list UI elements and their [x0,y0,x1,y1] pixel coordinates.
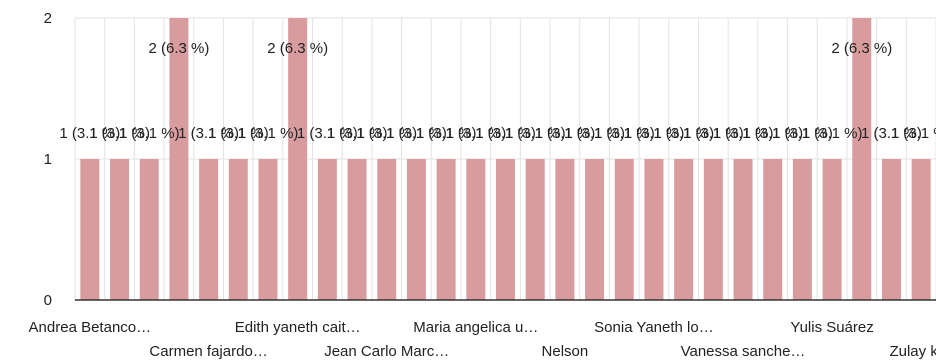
bar [258,159,278,300]
x-tick-label: Sonia Yaneth lo… [594,319,714,336]
x-tick-label: Nelson [542,343,589,360]
data-label: 2 (6.3 %) [148,40,209,57]
bar [228,159,248,300]
data-label: 2 (6.3 %) [831,40,892,57]
x-tick-label: Edith yaneth cait… [235,319,361,336]
y-tick-label: 1 [44,151,52,168]
data-label: 1 (3.1 %) [742,125,803,142]
bar [852,18,872,300]
bar [733,159,753,300]
bar [911,159,931,300]
data-label: 1 (3.1 %) [653,125,714,142]
data-label: 1 (3.1 %) [505,125,566,142]
data-label: 1 (3.1 %) [416,125,477,142]
data-label: 1 (3.1 %) [386,125,447,142]
bar [80,159,100,300]
x-tick-label: Jean Carlo Marc… [324,343,449,360]
x-axis-labels: Andrea Betanco… Carmen fajardo… Edith yane… [29,319,936,360]
bar [881,159,901,300]
x-tick-label: Andrea Betanco… [29,319,152,336]
data-label: 1 (3.1 %) [327,125,388,142]
data-label: 1 (3.1 %) [89,125,150,142]
data-label: 1 (3.1 %) [861,125,922,142]
axes: 0 1 2 [44,10,936,309]
x-tick-label: Vanessa sanche… [681,343,806,360]
data-label: 1 (3.1 %) [683,125,744,142]
data-label: 1 (3.1 %) [772,125,833,142]
y-tick-label: 2 [44,10,52,27]
y-tick-label: 0 [44,292,52,309]
data-label: 1 (3.1 %) [208,125,269,142]
bar [763,159,783,300]
gridlines [74,17,936,300]
x-tick-label: Carmen fajardo… [149,343,267,360]
data-label: 1 (3.1 %) [297,125,358,142]
bar [169,18,189,300]
bar [792,159,812,300]
bar [585,159,605,300]
data-labels: 1 (3.1 %)1 (3.1 %)1 (3.1 %)2 (6.3 %)1 (3… [59,40,936,142]
x-tick-label: Zulay k… [889,343,936,360]
data-label: 1 (3.1 %) [713,125,774,142]
bar [347,159,367,300]
bar [406,159,426,300]
bar [644,159,664,300]
data-label: 1 (3.1 %) [356,125,417,142]
data-label: 1 (3.1 %) [624,125,685,142]
data-label: 1 (3.1 %) [564,125,625,142]
bar [525,159,545,300]
data-label: 1 (3.1 %) [802,125,863,142]
data-label: 1 (3.1 %) [445,125,506,142]
bars [80,18,931,300]
bar [110,159,130,300]
bar [436,159,456,300]
data-label: 1 (3.1 %) [59,125,120,142]
data-label: 1 (3.1 %) [178,125,239,142]
data-label: 1 (3.1 %) [119,125,180,142]
bar [703,159,723,300]
bar [288,18,308,300]
bar [199,159,219,300]
x-tick-label: Maria angelica u… [413,319,538,336]
data-label: 1 (3.1 %) [475,125,536,142]
bar [614,159,634,300]
bar [555,159,575,300]
data-label: 1 (3.1 %) [891,125,936,142]
bar [496,159,515,300]
data-label: 1 (3.1 %) [238,125,299,142]
data-label: 2 (6.3 %) [267,40,328,57]
bar [674,159,694,300]
bar [822,159,842,300]
bar [317,159,337,300]
bar [466,159,486,300]
bar [377,159,397,300]
x-tick-label: Yulis Suárez [790,319,873,336]
data-label: 1 (3.1 %) [594,125,655,142]
data-label: 1 (3.1 %) [534,125,595,142]
bar [139,159,159,300]
